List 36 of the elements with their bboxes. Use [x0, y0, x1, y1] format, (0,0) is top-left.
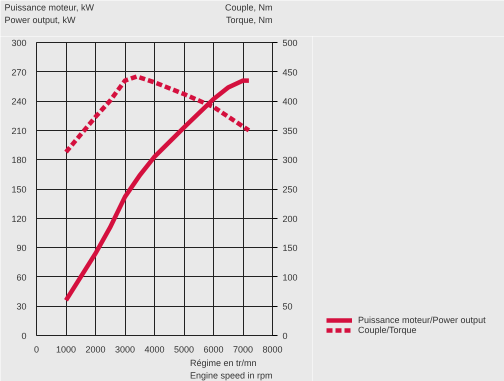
- y-tick-label: 150: [11, 184, 27, 194]
- y2-tick-label: 0: [282, 331, 288, 341]
- y2-tick-label: 200: [282, 214, 298, 224]
- y-tick-label: 240: [11, 96, 27, 107]
- legend-label: Couple/Torque: [358, 325, 417, 335]
- y-axis-title: Puissance moteur, kW Power output, kW: [4, 2, 95, 25]
- y2-tick-label: 250: [282, 184, 298, 194]
- y2-tick-label: 150: [282, 243, 298, 254]
- y2-tick-label: 100: [282, 272, 298, 282]
- y-tick-label: 60: [16, 272, 27, 282]
- y2-tick-label: 450: [282, 67, 298, 78]
- y-tick-label: 300: [11, 38, 27, 48]
- x-tick-label: 4000: [144, 344, 165, 354]
- y2-tick-label: 400: [282, 96, 298, 107]
- y2-tick-label: 350: [282, 126, 298, 136]
- legend-label: Puissance moteur/Power output: [358, 315, 486, 325]
- x-tick-label: 1000: [56, 344, 76, 354]
- y2-tick-label: 300: [282, 155, 298, 166]
- x-tick-label: 6000: [203, 344, 224, 354]
- y-tick-label: 180: [11, 155, 27, 166]
- y-tick-label: 270: [11, 67, 27, 78]
- y-tick-label: 210: [11, 126, 27, 136]
- x-tick-label: 7000: [232, 344, 254, 354]
- x-tick-label: 8000: [262, 344, 283, 354]
- x-tick-label: 5000: [174, 344, 194, 354]
- y2-tick-label: 500: [282, 38, 298, 48]
- y2-tick-label: 50: [282, 302, 293, 312]
- y-tick-label: 90: [16, 243, 27, 254]
- y-tick-label: 120: [11, 214, 27, 224]
- x-tick-label: 3000: [114, 344, 136, 354]
- y-tick-label: 30: [16, 302, 27, 312]
- x-tick-label: 2000: [85, 344, 106, 354]
- y2-axis-title: Couple, Nm Torque, Nm: [224, 2, 273, 25]
- x-axis-title: Régime en tr/mn Engine speed in rpm: [190, 358, 273, 380]
- y-tick-label: 0: [21, 331, 27, 341]
- x-tick-label: 0: [34, 344, 40, 354]
